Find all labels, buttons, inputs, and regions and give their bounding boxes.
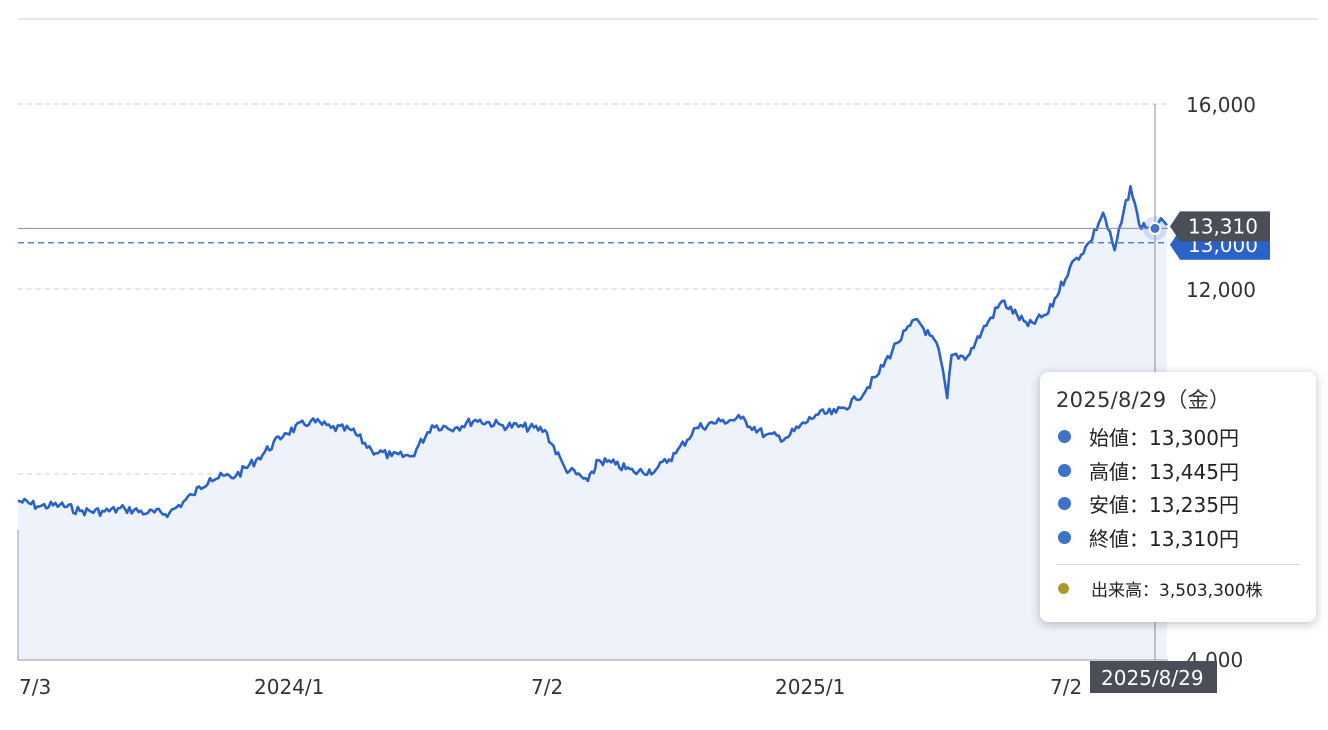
tooltip-close-row: 終値：13,310円: [1056, 521, 1300, 555]
series-dot-icon: [1058, 430, 1071, 444]
crosshair-price-label-shape: [1170, 211, 1270, 242]
price-area-fill: [18, 186, 1167, 661]
series-dot-icon: [1058, 463, 1071, 477]
x-tick-label: 2025/1: [775, 675, 845, 699]
tooltip-low: 安値：13,235円: [1089, 493, 1239, 518]
crosshair-marker[interactable]: [1148, 221, 1162, 235]
ohlc-tooltip: 2025/8/29（金） 始値：13,300円 高値：13,445円 安値：13…: [1040, 372, 1316, 622]
price-line: [17, 185, 1168, 519]
tooltip-open: 始値：13,300円: [1089, 426, 1239, 451]
tooltip-low-row: 安値：13,235円: [1056, 487, 1300, 521]
tooltip-date: 2025/8/29（金）: [1056, 388, 1231, 412]
x-tick-label: 7/2: [1050, 675, 1082, 699]
tooltip-divider: [1056, 564, 1300, 565]
x-tick-7-2-2025: 7/2: [1050, 675, 1082, 699]
x-tick-label: 7/2: [531, 675, 563, 699]
x-tick-label: 7/3: [19, 675, 51, 699]
x-tick-7-3: 7/3: [19, 675, 51, 699]
x-tick-2025-1: 2025/1: [775, 675, 845, 699]
tooltip-volume: 出来高：3,503,300株: [1091, 580, 1263, 601]
tooltip-open-row: 始値：13,300円: [1056, 420, 1300, 454]
tooltip-close: 終値：13,310円: [1089, 526, 1239, 551]
y-tick-12000: 12,000: [1186, 278, 1256, 302]
y-tick-label: 16,000: [1186, 93, 1256, 117]
x-tick-label: 2024/1: [254, 675, 324, 699]
tooltip-high: 高値：13,445円: [1089, 459, 1239, 484]
crosshair-price-label-text: 13,310: [1188, 214, 1258, 238]
x-tick-7-2-2024: 7/2: [531, 675, 563, 699]
crosshair-price-label: 13,310: [1170, 211, 1270, 242]
volume-dot-icon: [1058, 582, 1069, 594]
x-tick-2024-1: 2024/1: [254, 675, 324, 699]
y-tick-label: 12,000: [1186, 278, 1256, 302]
series-dot-icon: [1058, 530, 1071, 544]
series-dot-icon: [1058, 497, 1071, 511]
crosshair-date-label-text: 2025/8/29: [1101, 666, 1204, 690]
y-tick-16000: 16,000: [1186, 93, 1256, 117]
crosshair-date-label-bg: [1090, 661, 1217, 693]
crosshair-date-label: 2025/8/29: [1090, 661, 1217, 693]
tooltip-volume-row: 出来高：3,503,300株: [1056, 573, 1300, 603]
tooltip-high-row: 高値：13,445円: [1056, 454, 1300, 488]
